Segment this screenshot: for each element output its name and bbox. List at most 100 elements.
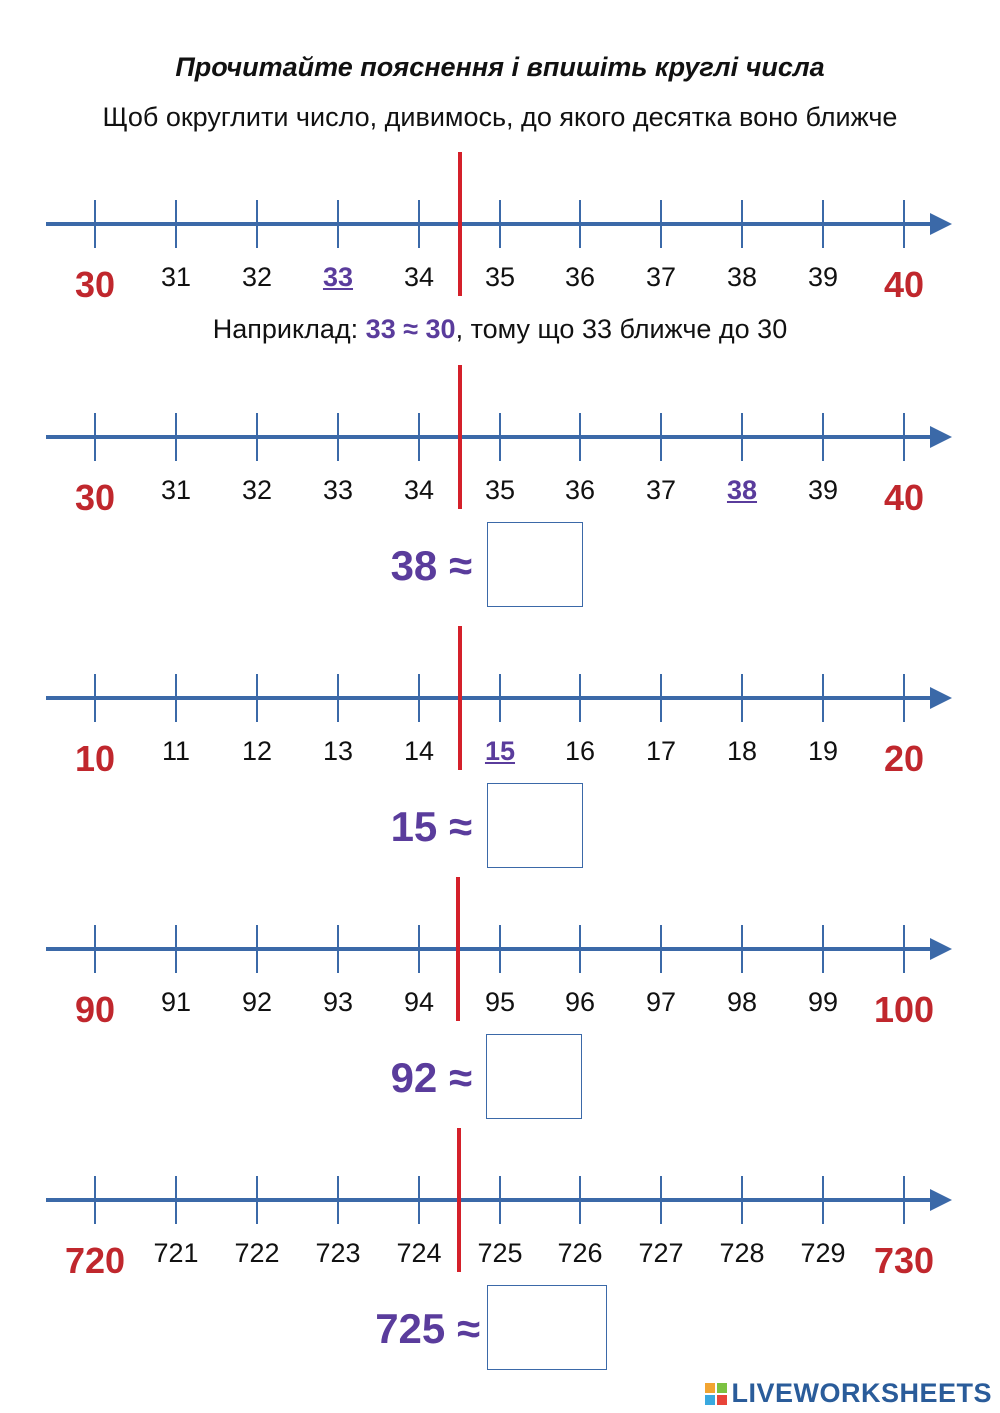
tick-mark [499,1176,501,1224]
tick-mark [175,674,177,722]
tick-label-endpoint: 90 [74,989,116,1030]
tick-label: 35 [484,262,516,292]
liveworksheets-logo: LIVEWORKSHEETS [705,1378,992,1409]
tick-mark [337,1176,339,1224]
tick-label: 19 [807,736,839,766]
tick-mark [256,925,258,973]
tick-mark [256,413,258,461]
tick-label-endpoint: 40 [883,264,925,305]
question-2-label: 15 ≈ [390,803,472,850]
midpoint-marker [458,152,462,296]
tick-label: 723 [315,1238,361,1268]
tick-label: 37 [645,262,677,292]
tick-label: 728 [719,1238,765,1268]
tick-mark [660,1176,662,1224]
arrow-head-icon [930,938,952,960]
tick-mark [175,1176,177,1224]
tick-label: 38 [726,262,758,292]
question-1-label: 38 ≈ [390,542,472,589]
tick-mark [579,200,581,248]
tick-mark [256,1176,258,1224]
tick-mark [175,925,177,973]
tick-mark [903,200,905,248]
tick-label: 34 [403,262,435,292]
tick-label: 726 [557,1238,603,1268]
tick-label: 33 [322,262,354,292]
tick-mark [499,674,501,722]
example-suffix: , тому що 33 ближче до 30 [455,314,788,344]
axis-line [46,696,936,700]
tick-mark [660,925,662,973]
tick-label-endpoint: 10 [74,738,116,779]
question-3-label: 92 ≈ [390,1054,472,1101]
tick-mark [418,674,420,722]
axis-line [46,947,936,951]
tick-mark [903,413,905,461]
tick-mark [741,413,743,461]
midpoint-marker [458,365,462,509]
answer-box-4[interactable] [487,1285,607,1370]
tick-mark [418,925,420,973]
tick-label: 96 [564,987,596,1017]
tick-mark [94,1176,96,1224]
tick-mark [579,674,581,722]
page-title: Прочитайте пояснення і впишіть круглі чи… [175,52,825,82]
example-expression: 33 ≈ 30 [365,314,456,344]
tick-mark [822,1176,824,1224]
tick-label: 32 [241,475,273,505]
question-4-label: 725 ≈ [375,1305,480,1352]
tick-mark [94,413,96,461]
answer-box-3[interactable] [486,1034,582,1119]
tick-label: 727 [638,1238,684,1268]
answer-box-1[interactable] [487,522,583,607]
tick-label: 721 [153,1238,199,1268]
tick-mark [256,674,258,722]
tick-mark [499,925,501,973]
tick-label: 91 [160,987,192,1017]
number-line-5: 720 721 722 723 724 725 726 727 728 729 730 [0,1128,1000,1281]
tick-mark [175,413,177,461]
tick-mark [337,674,339,722]
tick-label-endpoint: 20 [883,738,925,779]
arrow-head-icon [930,1189,952,1211]
tick-mark [660,674,662,722]
tick-mark [94,925,96,973]
arrow-head-icon [930,687,952,709]
tick-label: 99 [807,987,839,1017]
tick-label-endpoint: 30 [74,477,116,518]
example-prefix: Наприклад: [212,314,366,344]
tick-label: 725 [477,1238,523,1268]
tick-label: 98 [726,987,758,1017]
tick-mark [903,925,905,973]
number-line-2: 30 31 32 33 34 35 36 37 38 39 40 [0,365,1000,518]
tick-mark [579,1176,581,1224]
midpoint-marker [456,877,460,1021]
tick-label: 38 [726,475,758,505]
tick-mark [741,1176,743,1224]
tick-mark [660,200,662,248]
tick-label: 92 [241,987,273,1017]
tick-label: 13 [322,736,354,766]
tick-label: 37 [645,475,677,505]
tick-mark [822,413,824,461]
tick-label: 35 [484,475,516,505]
tick-mark [579,925,581,973]
number-line-1: 30 31 32 33 34 35 36 37 38 39 40 [0,152,1000,305]
tick-mark [175,200,177,248]
tick-mark [741,925,743,973]
number-line-4: 90 91 92 93 94 95 96 97 98 99 100 [0,877,1000,1030]
tick-label-endpoint: 40 [883,477,925,518]
tick-label: 14 [403,736,435,766]
tick-mark [660,413,662,461]
tick-label: 722 [234,1238,280,1268]
tick-mark [418,1176,420,1224]
tick-mark [822,200,824,248]
tick-mark [903,674,905,722]
answer-box-2[interactable] [487,783,583,868]
tick-label: 16 [564,736,596,766]
tick-mark [822,674,824,722]
tick-mark [337,200,339,248]
tick-label: 31 [160,262,192,292]
tick-label: 33 [322,475,354,505]
example-text: Наприклад: 33 ≈ 30, тому що 33 ближче до… [0,314,1000,345]
